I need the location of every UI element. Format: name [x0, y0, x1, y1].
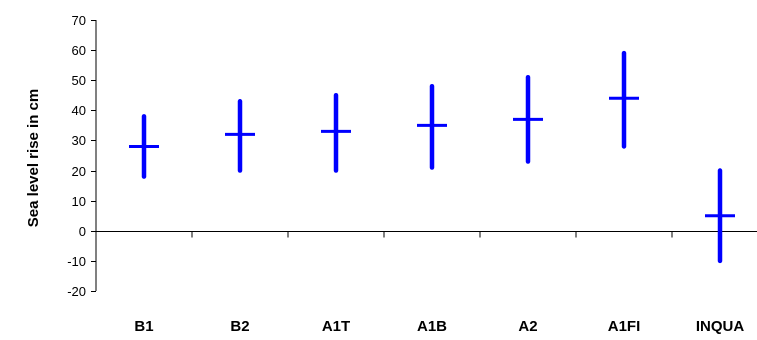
y-axis-label: Sea level rise in cm — [25, 89, 42, 227]
range-marks — [129, 50, 735, 264]
y-tick-label: 0 — [79, 224, 86, 239]
y-tick-label: 70 — [72, 13, 86, 28]
x-tick-label: INQUA — [696, 318, 745, 335]
y-tick-label: -20 — [67, 284, 86, 299]
y-tick-labels: 70 60 50 40 30 20 10 0 -10 -20 — [67, 13, 86, 299]
x-tick-label: A2 — [518, 318, 537, 335]
x-tick-labels: B1 B2 A1T A1B A2 A1FI INQUA — [134, 318, 744, 335]
y-tick-label: 10 — [72, 194, 86, 209]
x-tick-label: B2 — [230, 318, 249, 335]
y-tick-label: 40 — [72, 103, 86, 118]
y-tick-label: 20 — [72, 164, 86, 179]
axes — [91, 20, 757, 292]
y-tick-label: 30 — [72, 133, 86, 148]
y-tick-label: -10 — [67, 254, 86, 269]
y-tick-label: 50 — [72, 73, 86, 88]
x-tick-label: A1FI — [608, 318, 641, 335]
y-tick-label: 60 — [72, 43, 86, 58]
x-tick-label: A1B — [417, 318, 447, 335]
x-tick-label: A1T — [322, 318, 350, 335]
x-tick-label: B1 — [134, 318, 153, 335]
